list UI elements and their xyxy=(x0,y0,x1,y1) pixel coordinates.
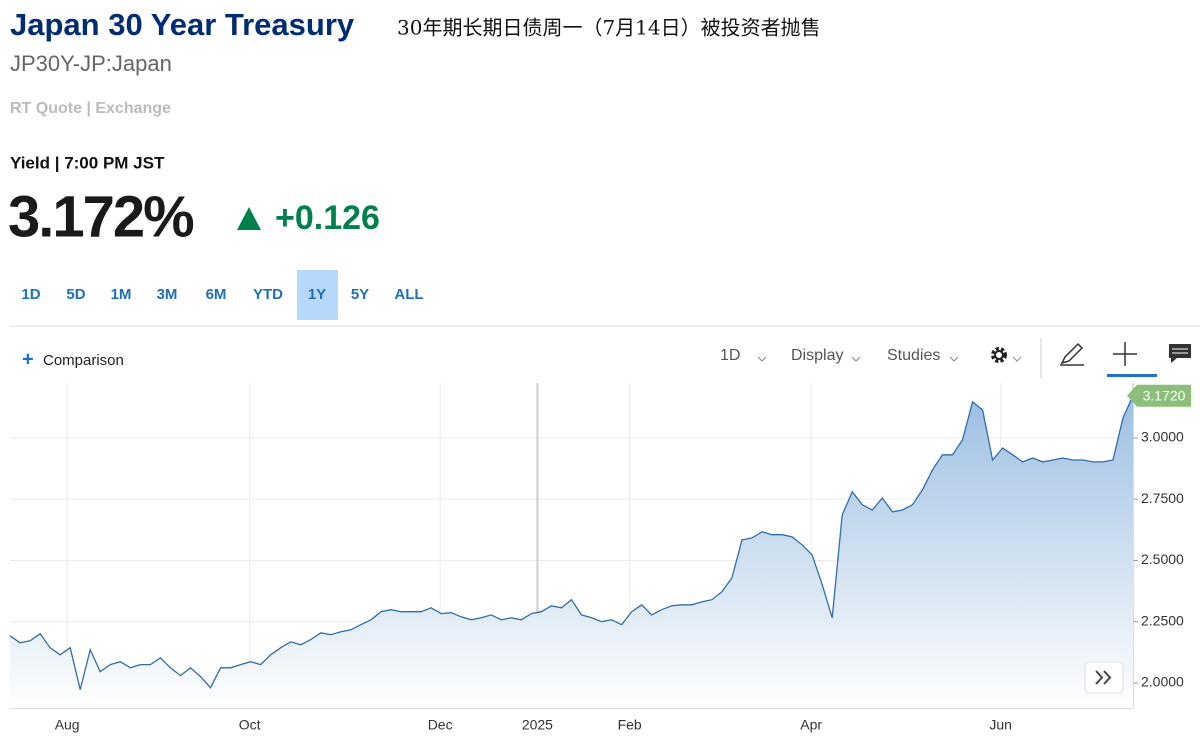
x-tick-label: Aug xyxy=(55,717,80,733)
tab[interactable]: 5D xyxy=(66,286,85,303)
crosshair-button[interactable] xyxy=(1113,342,1137,366)
chevron xyxy=(851,356,861,362)
quote-type: Yield | 7:00 PM JST xyxy=(10,153,165,172)
x-tick-label: Feb xyxy=(618,717,642,733)
comments-lines xyxy=(1172,348,1188,354)
x-tick-label: Apr xyxy=(800,717,822,733)
last-value-badge xyxy=(1127,384,1191,407)
y-tick-label: 3.0000 xyxy=(1141,429,1184,445)
subtitle: 30年期长期日债周一（7月14日）被投资者抛售 xyxy=(397,16,821,40)
interval-button[interactable]: 1D xyxy=(720,347,740,364)
chart: 2.0000 2.2500 2.5000 2.7500 3.0000 Aug Oct Dec 2… xyxy=(9,383,1191,733)
y-tick-label: 2.5000 xyxy=(1141,551,1184,567)
x-tick-label: Jun xyxy=(989,717,1012,733)
studies-button[interactable]: Studies xyxy=(887,347,940,364)
scroll-icon xyxy=(1095,670,1112,685)
active-underline xyxy=(1107,374,1157,377)
scroll-button[interactable] xyxy=(1084,661,1124,694)
chevron xyxy=(1012,356,1022,362)
display-button[interactable]: Display xyxy=(791,347,843,364)
tab[interactable]: 6M xyxy=(206,286,227,303)
x-tick-label: Dec xyxy=(428,717,453,733)
symbol: JP30Y-JP:Japan xyxy=(10,51,172,76)
plus-icon: + xyxy=(22,348,34,370)
comparison-button[interactable]: Comparison xyxy=(43,352,124,369)
tab[interactable]: 5Y xyxy=(351,286,369,303)
area xyxy=(10,395,1133,708)
tab[interactable]: 1M xyxy=(111,286,132,303)
last-value-label: 3.1720 xyxy=(1143,387,1186,403)
chevron xyxy=(757,356,767,362)
tab[interactable]: ALL xyxy=(394,286,423,303)
change: +0.126 xyxy=(275,199,380,237)
price: 3.172% xyxy=(8,184,194,249)
y-tick-label: 2.0000 xyxy=(1141,674,1184,690)
y-tick-label: 2.2500 xyxy=(1141,612,1184,628)
scroll-box xyxy=(1084,661,1124,694)
line xyxy=(9,395,1134,690)
gear-icon xyxy=(991,347,1007,363)
settings-button[interactable] xyxy=(991,347,1022,363)
x-tick-label: 2025 xyxy=(522,717,553,733)
tab[interactable]: 1D xyxy=(21,286,40,303)
draw-button[interactable] xyxy=(1060,342,1084,366)
tabs: 1D 5D 1M 3M 6M YTD 1Y 5Y ALL xyxy=(21,270,424,320)
up-arrow xyxy=(237,207,261,230)
tab[interactable]: 3M xyxy=(157,286,178,303)
quote-source: RT Quote | Exchange xyxy=(10,100,171,117)
gear-icon xyxy=(994,350,1004,360)
x-tick-label: Oct xyxy=(239,717,261,733)
tab-active-bg xyxy=(297,270,338,320)
title: Japan 30 Year Treasury xyxy=(10,7,355,42)
tab[interactable]: YTD xyxy=(253,286,283,303)
tab[interactable]: 1Y xyxy=(308,286,326,303)
chevron xyxy=(949,356,959,362)
y-tick-label: 2.7500 xyxy=(1141,490,1184,506)
